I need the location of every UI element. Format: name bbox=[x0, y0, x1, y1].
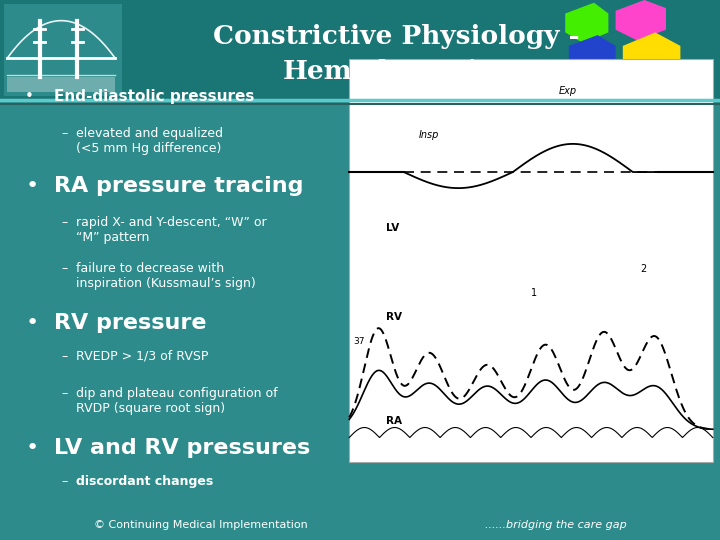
Text: –: – bbox=[61, 350, 68, 363]
Polygon shape bbox=[565, 3, 608, 43]
Text: RV pressure: RV pressure bbox=[54, 313, 207, 333]
Text: elevated and equalized
(<5 mm Hg difference): elevated and equalized (<5 mm Hg differe… bbox=[76, 127, 222, 155]
Text: ......bridging the care gap: ......bridging the care gap bbox=[485, 520, 626, 530]
Text: RA: RA bbox=[386, 416, 402, 427]
Text: •: • bbox=[25, 89, 34, 104]
Text: rapid X- and Y-descent, “W” or
“M” pattern: rapid X- and Y-descent, “W” or “M” patte… bbox=[76, 216, 266, 244]
Text: Exp: Exp bbox=[558, 86, 577, 96]
Text: •: • bbox=[25, 438, 38, 458]
Text: End-diastolic pressures: End-diastolic pressures bbox=[54, 89, 254, 104]
Polygon shape bbox=[616, 0, 666, 40]
Polygon shape bbox=[623, 32, 680, 81]
FancyBboxPatch shape bbox=[0, 0, 720, 100]
Text: 2: 2 bbox=[640, 264, 647, 274]
Text: –: – bbox=[61, 127, 68, 140]
Text: Hemodynamics: Hemodynamics bbox=[283, 59, 509, 84]
Text: Insp: Insp bbox=[419, 130, 439, 140]
Text: LV and RV pressures: LV and RV pressures bbox=[54, 438, 310, 458]
FancyBboxPatch shape bbox=[4, 4, 122, 96]
Text: –: – bbox=[61, 387, 68, 400]
Text: •: • bbox=[25, 313, 38, 333]
Text: failure to decrease with
inspiration (Kussmaul’s sign): failure to decrease with inspiration (Ku… bbox=[76, 262, 256, 290]
Text: 1: 1 bbox=[531, 288, 537, 298]
Text: 37: 37 bbox=[353, 336, 364, 346]
Text: dip and plateau configuration of
RVDP (square root sign): dip and plateau configuration of RVDP (s… bbox=[76, 387, 277, 415]
Text: –: – bbox=[61, 262, 68, 275]
FancyBboxPatch shape bbox=[349, 59, 713, 462]
Text: RV: RV bbox=[386, 312, 402, 322]
Text: LV: LV bbox=[386, 224, 399, 233]
Text: –: – bbox=[61, 216, 68, 229]
Text: discordant changes: discordant changes bbox=[76, 475, 213, 488]
Text: Constrictive Physiology -: Constrictive Physiology - bbox=[212, 24, 580, 49]
Text: –: – bbox=[61, 475, 68, 488]
Text: RVEDP > 1/3 of RVSP: RVEDP > 1/3 of RVSP bbox=[76, 350, 208, 363]
Text: •: • bbox=[25, 176, 38, 195]
Text: © Continuing Medical Implementation: © Continuing Medical Implementation bbox=[94, 520, 307, 530]
Text: RA pressure tracing: RA pressure tracing bbox=[54, 176, 304, 195]
Polygon shape bbox=[569, 35, 616, 78]
FancyBboxPatch shape bbox=[7, 77, 115, 92]
